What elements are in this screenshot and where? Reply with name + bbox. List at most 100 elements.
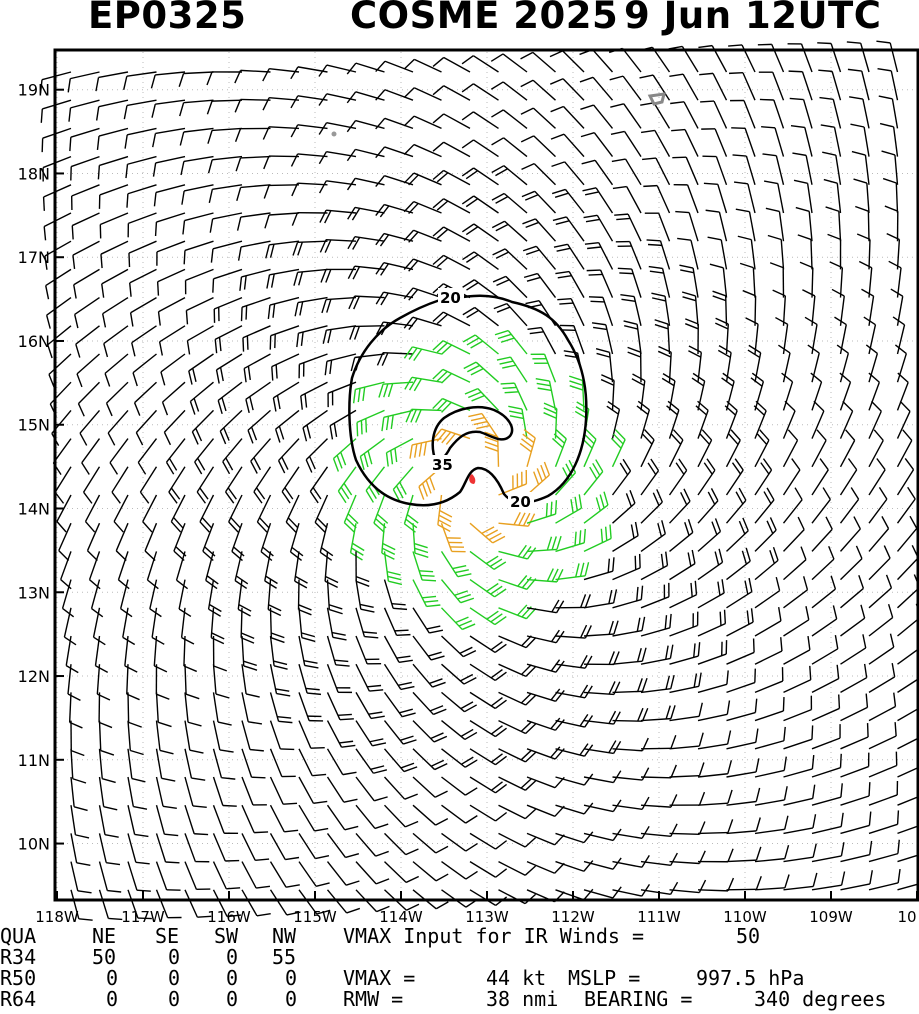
wind-barb bbox=[648, 265, 671, 298]
wind-barb bbox=[811, 545, 835, 581]
wind-barb bbox=[612, 616, 646, 637]
wind-barb bbox=[314, 494, 329, 533]
wind-barb bbox=[827, 233, 842, 270]
wind-barb bbox=[583, 459, 604, 496]
wind-barb bbox=[432, 340, 471, 355]
wind-barb bbox=[239, 268, 271, 291]
wind-barb bbox=[754, 874, 790, 891]
wind-barb bbox=[640, 613, 672, 637]
wind-barb bbox=[820, 124, 842, 157]
wind-barb bbox=[441, 720, 478, 741]
y-tick-label: 19N bbox=[18, 81, 50, 100]
wind-barb bbox=[263, 155, 300, 170]
wind-barb bbox=[375, 291, 414, 306]
wind-barb bbox=[326, 832, 360, 859]
wind-barb bbox=[432, 113, 471, 130]
wind-barb bbox=[728, 72, 756, 101]
wind-barb bbox=[375, 175, 414, 188]
wind-barb bbox=[160, 353, 186, 386]
wind-barb bbox=[73, 268, 100, 299]
wind-barb bbox=[668, 429, 684, 468]
wind-barb bbox=[491, 192, 528, 214]
wind-barb bbox=[319, 209, 357, 224]
wind-barb bbox=[464, 388, 500, 411]
wind-barb bbox=[107, 409, 129, 446]
wind-barb bbox=[170, 494, 186, 533]
wind-barb bbox=[643, 184, 671, 214]
wind-barb bbox=[355, 832, 389, 857]
wind-barb bbox=[319, 238, 357, 253]
wind-barb bbox=[88, 551, 101, 590]
y-tick-label: 10N bbox=[18, 835, 50, 854]
wind-barb bbox=[212, 833, 240, 862]
wind-barb bbox=[831, 288, 845, 326]
wind-barb bbox=[735, 208, 756, 242]
wind-barb bbox=[103, 325, 129, 358]
wind-barb bbox=[412, 776, 448, 798]
wind-barb bbox=[878, 95, 899, 129]
wind-barb bbox=[583, 886, 622, 899]
wind-barb bbox=[642, 157, 671, 186]
wind-barb bbox=[612, 707, 649, 722]
wind-barb bbox=[793, 179, 813, 214]
wind-barb bbox=[498, 832, 537, 848]
wind-barb bbox=[212, 748, 236, 780]
wind-barb bbox=[76, 353, 100, 388]
wind-barb bbox=[580, 132, 614, 158]
wind-barb bbox=[318, 64, 357, 77]
contour-20 bbox=[348, 294, 588, 507]
wind-barb bbox=[58, 522, 72, 561]
wind-barb bbox=[581, 159, 614, 186]
wind-barb bbox=[754, 576, 781, 609]
wind-barb bbox=[896, 372, 909, 411]
x-tick-label: 117W bbox=[121, 908, 165, 926]
wind-barb bbox=[840, 693, 869, 722]
y-tick-label: 12N bbox=[18, 667, 50, 686]
wind-barb bbox=[677, 237, 699, 270]
wind-barb bbox=[802, 289, 816, 326]
wind-barb bbox=[717, 345, 732, 383]
wind-barb bbox=[583, 710, 621, 725]
wind-barb bbox=[640, 734, 677, 750]
wind-barb bbox=[640, 129, 671, 157]
wind-barb bbox=[98, 776, 118, 811]
table-cell: 0 bbox=[285, 987, 298, 1011]
wind-barb bbox=[403, 287, 442, 301]
wind-barb bbox=[498, 604, 537, 620]
wind-barb bbox=[241, 720, 264, 752]
wind-barb bbox=[819, 96, 842, 129]
wind-barb bbox=[236, 212, 271, 231]
wind-barb bbox=[595, 347, 614, 383]
wind-barb bbox=[688, 345, 703, 383]
wind-barb bbox=[321, 296, 357, 314]
wind-barb bbox=[412, 551, 437, 582]
wind-barb bbox=[758, 71, 785, 101]
wind-barb bbox=[355, 579, 375, 613]
wind-barb bbox=[462, 279, 499, 299]
wind-barb bbox=[526, 461, 551, 496]
wind-barb bbox=[530, 353, 557, 383]
wind-barb bbox=[522, 218, 557, 242]
bearing-label: BEARING = bbox=[584, 987, 693, 1011]
wind-barb bbox=[205, 551, 219, 590]
wind-barb bbox=[559, 324, 585, 355]
wind-barb bbox=[432, 56, 471, 73]
wind-barb bbox=[290, 124, 328, 138]
wind-barb bbox=[355, 861, 390, 885]
wind-barb bbox=[535, 378, 557, 411]
wind-barb bbox=[440, 522, 466, 553]
wind-barb bbox=[383, 804, 419, 828]
wind-barb bbox=[897, 574, 919, 609]
wind-barb bbox=[811, 516, 833, 552]
y-tick-label: 11N bbox=[18, 751, 50, 770]
wind-barb bbox=[432, 141, 471, 158]
wind-barb bbox=[691, 372, 706, 411]
wind-barb bbox=[491, 220, 528, 242]
wind-barb bbox=[111, 466, 129, 504]
wind-barb bbox=[468, 412, 500, 439]
wind-barb bbox=[98, 833, 121, 866]
wind-barb bbox=[670, 101, 699, 129]
wind-barb bbox=[555, 802, 594, 815]
wind-barb bbox=[491, 137, 528, 158]
wind-barb bbox=[553, 243, 585, 270]
